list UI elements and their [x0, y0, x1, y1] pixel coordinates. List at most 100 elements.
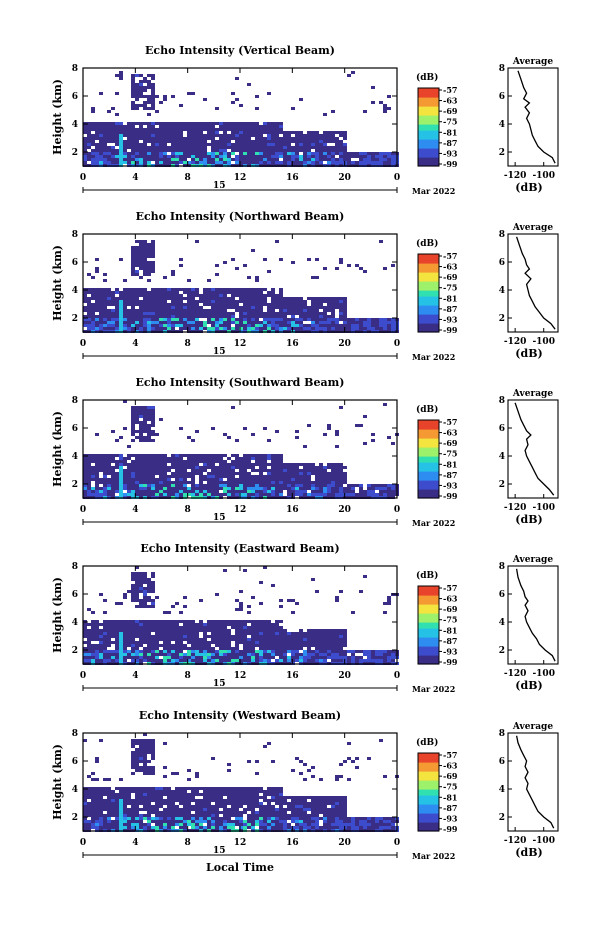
heatmap-cell	[151, 125, 155, 128]
heatmap-cell	[147, 161, 151, 164]
heatmap-cell	[331, 629, 335, 632]
heatmap-cell	[251, 318, 255, 321]
heatmap-cell	[163, 623, 167, 626]
heatmap-cell	[235, 143, 239, 146]
heatmap-cell	[199, 321, 203, 324]
heatmap-cell	[335, 481, 339, 484]
heatmap-cell	[275, 297, 279, 300]
heatmap-cell	[267, 644, 271, 647]
heatmap-cell	[279, 466, 283, 469]
heatmap-cell	[303, 134, 307, 137]
heatmap-cell	[95, 122, 99, 125]
heatmap-cell	[287, 484, 291, 487]
heatmap-cell	[283, 140, 287, 143]
heatmap-cell	[279, 493, 283, 496]
colorbar-segment	[418, 299, 439, 303]
heatmap-cell	[135, 493, 139, 496]
heatmap-cell	[107, 158, 111, 161]
heatmap-cell	[287, 303, 291, 306]
heatmap-cell	[227, 306, 231, 309]
heatmap-cell	[359, 324, 363, 327]
heatmap-cell	[107, 300, 111, 303]
heatmap-cell	[267, 484, 271, 487]
heatmap-cell	[183, 312, 187, 315]
heatmap-cell	[195, 799, 199, 802]
heatmap-cell	[311, 656, 315, 659]
heatmap-cell	[359, 155, 363, 158]
heatmap-cell	[103, 638, 107, 641]
heatmap-cell	[151, 294, 155, 297]
heatmap-cell	[299, 647, 303, 650]
heatmap-cell	[267, 315, 271, 318]
heatmap-cell	[99, 641, 103, 644]
heatmap-cell	[139, 80, 143, 83]
heatmap-cell	[247, 463, 251, 466]
heatmap-cell	[283, 481, 287, 484]
heatmap-cell	[183, 318, 187, 321]
heatmap-cell	[343, 760, 347, 763]
heatmap-cell	[247, 122, 251, 125]
heatmap-cell	[203, 799, 207, 802]
heatmap-cell	[199, 309, 203, 312]
heatmap-cell	[259, 487, 263, 490]
heatmap-cell	[91, 454, 95, 457]
heatmap-cell	[171, 125, 175, 128]
heatmap-cell	[111, 656, 115, 659]
heatmap-cell	[343, 137, 347, 140]
heatmap-cell	[135, 249, 139, 252]
heatmap-cell	[99, 143, 103, 146]
heatmap-cell	[331, 315, 335, 318]
heatmap-cell	[227, 152, 231, 155]
heatmap-cell	[207, 460, 211, 463]
heatmap-cell	[91, 137, 95, 140]
heatmap-cell	[163, 790, 167, 793]
heatmap-cell	[91, 778, 95, 781]
heatmap-cell	[123, 155, 127, 158]
heatmap-cell	[203, 288, 207, 291]
heatmap-cell	[119, 778, 123, 781]
heatmap-cell	[367, 757, 371, 760]
heatmap-cell	[331, 653, 335, 656]
heatmap-cell	[119, 149, 123, 152]
heatmap-cell	[383, 650, 387, 653]
heatmap-cell	[187, 134, 191, 137]
heatmap-cell	[139, 74, 143, 77]
heatmap-cell	[327, 300, 331, 303]
heatmap-cell	[271, 143, 275, 146]
heatmap-cell	[243, 457, 247, 460]
heatmap-cell	[319, 146, 323, 149]
heatmap-cell	[219, 626, 223, 629]
heatmap-cell	[219, 152, 223, 155]
heatmap-cell	[131, 590, 135, 593]
heatmap-cell	[251, 161, 255, 164]
heatmap-cell	[147, 659, 151, 662]
heatmap-cell	[199, 128, 203, 131]
heatmap-cell	[327, 647, 331, 650]
heatmap-cell	[383, 484, 387, 487]
heatmap-cell	[187, 653, 191, 656]
heatmap-cell	[271, 790, 275, 793]
heatmap-cell	[323, 131, 327, 134]
heatmap-cell	[139, 321, 143, 324]
heatmap-cell	[211, 638, 215, 641]
heatmap-cell	[315, 647, 319, 650]
heatmap-cell	[167, 626, 171, 629]
heatmap-cell	[167, 653, 171, 656]
heatmap-cell	[351, 653, 355, 656]
heatmap-cell	[331, 137, 335, 140]
heatmap-cell	[151, 641, 155, 644]
heatmap-cell	[275, 484, 279, 487]
heatmap-cell	[135, 240, 139, 243]
heatmap-cell	[319, 297, 323, 300]
colorbar-segment	[418, 278, 439, 282]
heatmap-cell	[347, 493, 351, 496]
heatmap-cell	[151, 158, 155, 161]
heatmap-cell	[319, 638, 323, 641]
heatmap-cell	[215, 327, 219, 330]
heatmap-cell	[323, 152, 327, 155]
heatmap-cell	[175, 155, 179, 158]
heatmap-cell	[167, 324, 171, 327]
heatmap-cell	[191, 291, 195, 294]
heatmap-cell	[379, 656, 383, 659]
heatmap-cell	[251, 454, 255, 457]
